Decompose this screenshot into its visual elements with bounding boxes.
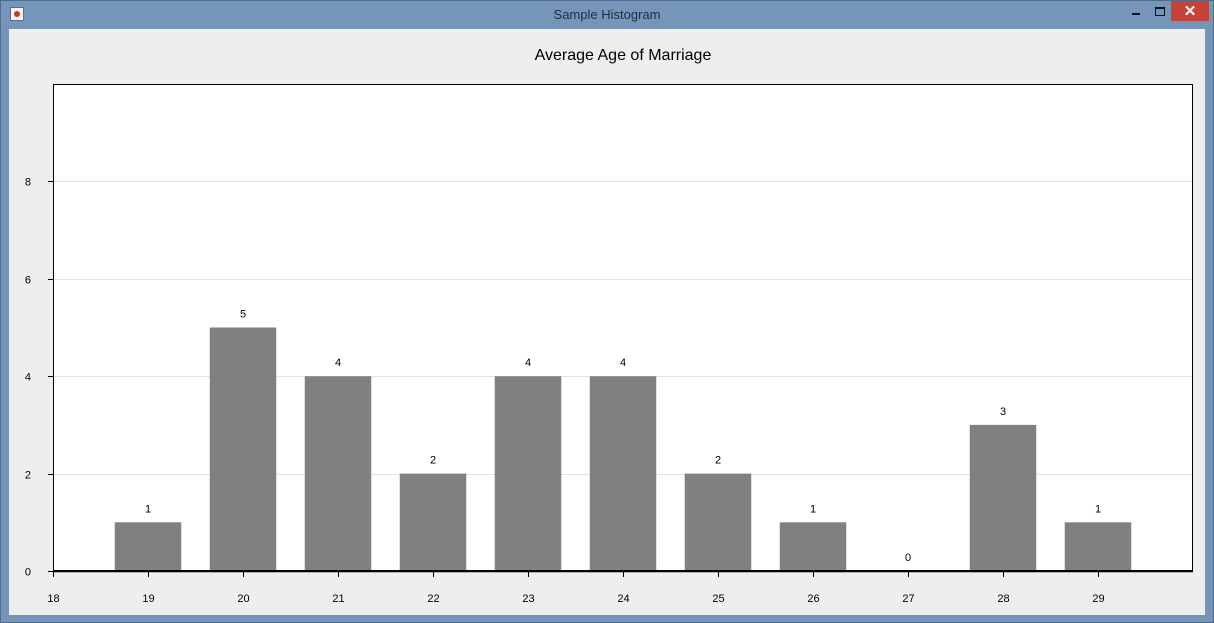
maximize-icon bbox=[1155, 6, 1165, 16]
bar bbox=[1064, 522, 1132, 571]
bar-value-label: 1 bbox=[1095, 503, 1101, 515]
plot-border bbox=[53, 84, 1193, 571]
maximize-button[interactable] bbox=[1147, 1, 1173, 21]
title-bar[interactable]: Sample Histogram ✕ bbox=[1, 1, 1213, 29]
x-tick-label: 24 bbox=[617, 593, 629, 605]
bar-value-label: 2 bbox=[430, 455, 436, 467]
close-button[interactable]: ✕ bbox=[1171, 1, 1209, 21]
bar-value-label: 1 bbox=[810, 503, 816, 515]
bar-value-label: 4 bbox=[525, 357, 531, 369]
bar bbox=[779, 522, 847, 571]
y-tick-label: 4 bbox=[25, 372, 31, 384]
bar bbox=[114, 522, 182, 571]
bar bbox=[589, 376, 657, 571]
y-axis: 0 2 4 6 8 bbox=[25, 177, 53, 579]
bar bbox=[399, 473, 467, 571]
x-tick-label: 26 bbox=[807, 593, 819, 605]
close-icon: ✕ bbox=[1183, 3, 1197, 20]
bar-value-label: 1 bbox=[145, 503, 151, 515]
y-tick-label: 8 bbox=[25, 177, 31, 189]
x-tick-label: 29 bbox=[1092, 593, 1104, 605]
y-tick-label: 6 bbox=[25, 275, 31, 287]
bar bbox=[494, 376, 562, 571]
bar bbox=[969, 424, 1037, 571]
bar-value-label: 4 bbox=[335, 357, 341, 369]
bar bbox=[209, 327, 277, 571]
y-tick-label: 2 bbox=[25, 470, 31, 482]
window-title: Sample Histogram bbox=[553, 7, 661, 22]
chart-title: Average Age of Marriage bbox=[535, 47, 712, 64]
x-tick-label: 25 bbox=[712, 593, 724, 605]
x-tick-label: 27 bbox=[902, 593, 914, 605]
bar bbox=[304, 376, 372, 571]
bar-value-label: 3 bbox=[1000, 406, 1006, 418]
bar-value-label: 0 bbox=[905, 552, 911, 564]
y-tick-label: 0 bbox=[25, 567, 31, 579]
minimize-icon bbox=[1132, 13, 1140, 15]
x-tick-label: 18 bbox=[47, 593, 59, 605]
minimize-button[interactable] bbox=[1123, 1, 1149, 21]
x-tick-label: 21 bbox=[332, 593, 344, 605]
java-app-icon bbox=[10, 7, 24, 21]
bars-group bbox=[114, 327, 1132, 571]
bar-value-label: 2 bbox=[715, 455, 721, 467]
bar-value-label: 5 bbox=[240, 309, 246, 321]
x-axis: 18 19 20 21 22 23 24 25 26 27 28 29 bbox=[47, 570, 1193, 605]
bar bbox=[684, 473, 752, 571]
x-tick-label: 23 bbox=[522, 593, 534, 605]
x-tick-label: 28 bbox=[997, 593, 1009, 605]
x-tick-label: 19 bbox=[142, 593, 154, 605]
x-tick-label: 20 bbox=[237, 593, 249, 605]
x-tick-label: 22 bbox=[427, 593, 439, 605]
bar-value-label: 4 bbox=[620, 357, 626, 369]
value-labels-group: 1 5 4 2 4 4 2 1 0 3 1 bbox=[145, 309, 1101, 565]
